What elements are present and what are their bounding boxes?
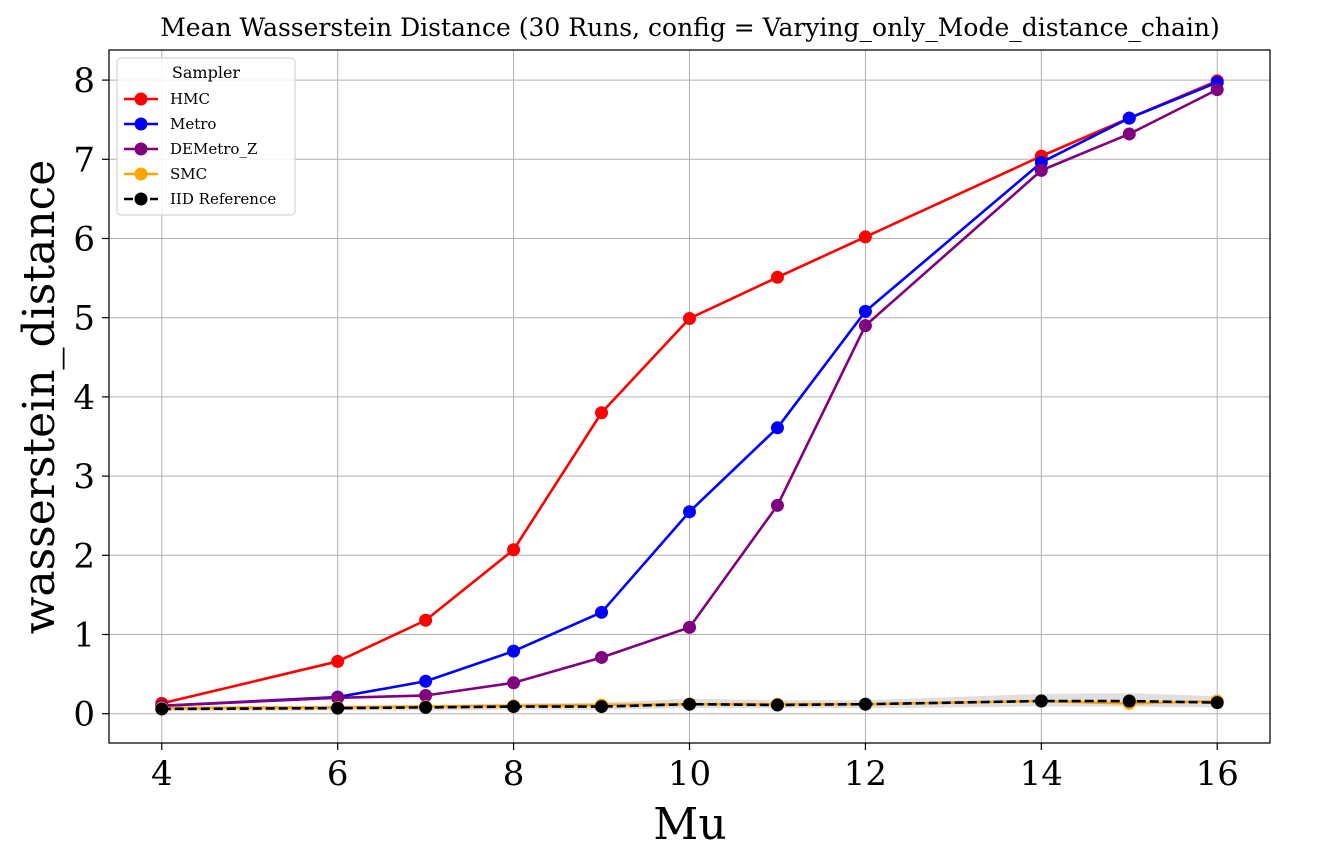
data-point-metro — [683, 505, 696, 519]
data-point-demetro-z — [1122, 127, 1136, 141]
data-point-iid-reference — [1122, 694, 1136, 708]
data-point-demetro-z — [858, 319, 872, 333]
legend-box — [116, 57, 296, 216]
data-point-hmc — [595, 406, 609, 420]
data-point-hmc — [770, 270, 784, 284]
x-tick-label: 4 — [151, 754, 173, 794]
data-point-iid-reference — [419, 700, 433, 714]
series-layer — [155, 74, 1224, 716]
data-point-iid-reference — [595, 700, 609, 714]
data-point-hmc — [858, 230, 872, 244]
x-tick-label: 14 — [1020, 754, 1063, 794]
data-point-hmc — [507, 543, 521, 557]
data-point-demetro-z — [419, 688, 433, 702]
data-point-demetro-z — [1210, 83, 1224, 97]
legend-label: SMC — [170, 165, 207, 183]
legend-label: DEMetro_Z — [170, 140, 257, 158]
legend-title: Sampler — [172, 63, 241, 82]
y-tick-label: 5 — [73, 299, 95, 339]
data-point-hmc — [683, 311, 696, 325]
legend-label: IID Reference — [170, 190, 276, 208]
legend-item-demetro-z: DEMetro_Z — [124, 140, 257, 158]
data-point-iid-reference — [1034, 694, 1048, 708]
data-point-metro — [1122, 111, 1136, 125]
y-tick-label: 1 — [73, 615, 95, 655]
x-tick-label: 8 — [503, 754, 525, 794]
data-point-iid-reference — [331, 701, 345, 715]
x-tick-label: 10 — [668, 754, 711, 794]
data-point-iid-reference — [155, 702, 169, 716]
y-axis-label: wasserstein_distance — [14, 160, 65, 635]
legend-swatch-marker — [134, 192, 148, 206]
legend-label: HMC — [170, 90, 210, 108]
y-tick-label: 2 — [73, 536, 95, 576]
data-point-iid-reference — [683, 697, 696, 711]
legend-swatch-marker — [134, 142, 148, 156]
legend-item-smc: SMC — [124, 165, 207, 183]
x-tick-label: 6 — [327, 754, 349, 794]
data-point-iid-reference — [1210, 696, 1224, 710]
legend-swatch-marker — [134, 167, 148, 181]
x-axis-label: Mu — [653, 799, 726, 850]
data-point-metro — [858, 304, 872, 318]
legend-label: Metro — [170, 115, 216, 133]
x-tick-label: 16 — [1196, 754, 1239, 794]
legend-item-hmc: HMC — [124, 90, 210, 108]
legend-item-metro: Metro — [124, 115, 216, 133]
y-tick-label: 3 — [73, 457, 95, 497]
data-point-demetro-z — [595, 650, 609, 664]
data-point-iid-reference — [770, 698, 784, 712]
data-point-demetro-z — [507, 676, 521, 690]
data-point-demetro-z — [331, 691, 345, 705]
y-tick-label: 4 — [73, 378, 95, 418]
x-tick-label: 12 — [844, 754, 887, 794]
data-point-demetro-z — [1034, 163, 1048, 177]
legend-swatch-marker — [134, 92, 148, 106]
data-point-hmc — [419, 613, 433, 627]
chart-title: Mean Wasserstein Distance (30 Runs, conf… — [160, 13, 1220, 42]
data-point-metro — [770, 421, 784, 435]
y-tick-label: 7 — [73, 140, 95, 180]
data-point-metro — [507, 644, 521, 658]
y-tick-label: 8 — [73, 61, 95, 101]
series-demetro-z — [155, 83, 1224, 713]
series-iid-reference — [155, 694, 1224, 716]
data-point-hmc — [331, 654, 345, 668]
legend-item-iid-reference: IID Reference — [124, 190, 276, 208]
legend: Sampler HMC Metro DEMetro_Z SMC IID Referenc… — [116, 57, 296, 216]
data-point-demetro-z — [770, 498, 784, 512]
data-point-metro — [595, 605, 609, 619]
data-point-metro — [419, 674, 433, 688]
data-point-demetro-z — [683, 620, 696, 634]
y-tick-label: 6 — [73, 219, 95, 259]
data-point-iid-reference — [858, 697, 872, 711]
legend-swatch-marker — [134, 117, 148, 131]
series-hmc — [155, 74, 1224, 710]
y-tick-label: 0 — [73, 695, 95, 735]
data-point-iid-reference — [507, 700, 521, 714]
